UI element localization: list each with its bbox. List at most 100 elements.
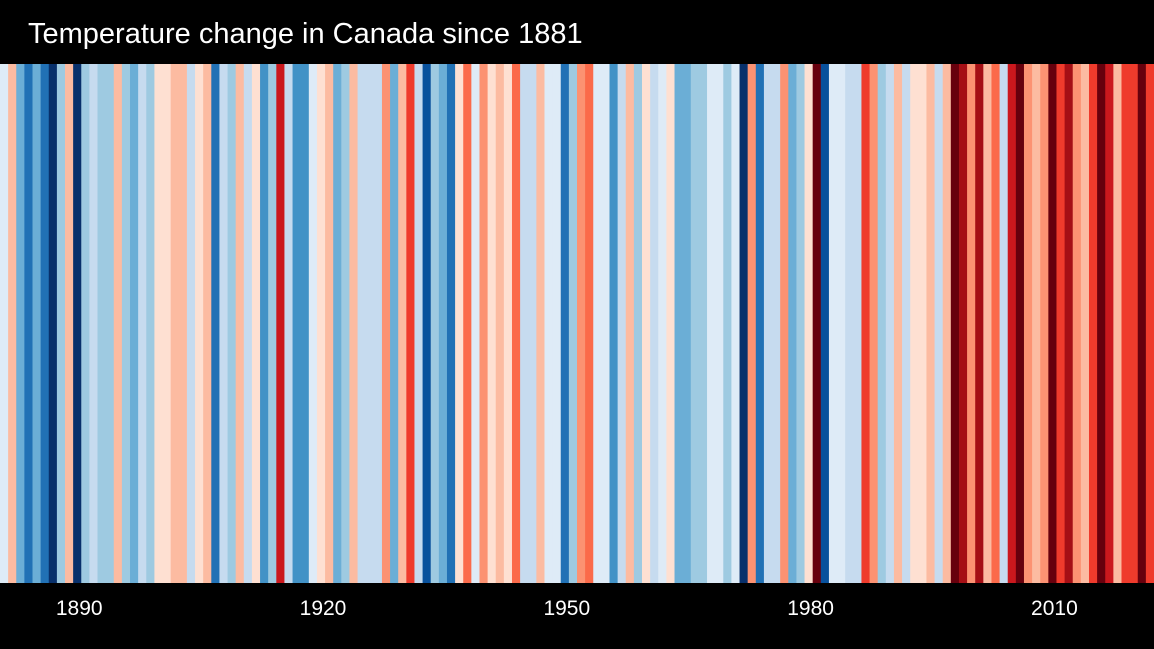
stripe-1881	[0, 64, 9, 583]
stripe-1942	[495, 64, 505, 583]
stripe-1930	[398, 64, 407, 583]
stripe-1925	[357, 64, 367, 583]
stripe-1952	[577, 64, 586, 583]
stripe-2018	[1113, 64, 1123, 583]
stripe-1919	[308, 64, 318, 583]
stripe-1943	[503, 64, 513, 583]
stripe-1917	[292, 64, 302, 583]
stripe-1915	[276, 64, 286, 583]
stripe-1908	[219, 64, 229, 583]
stripe-2021	[1137, 64, 1147, 583]
stripe-2007	[1023, 64, 1033, 583]
stripe-2002	[983, 64, 993, 583]
stripe-1982	[820, 64, 830, 583]
stripe-1947	[536, 64, 546, 583]
warming-stripes	[0, 64, 1154, 583]
stripe-1961	[650, 64, 659, 583]
stripe-1955	[601, 64, 611, 583]
stripe-2012	[1064, 64, 1074, 583]
stripe-1958	[625, 64, 635, 583]
stripe-1968	[707, 64, 716, 583]
stripe-1979	[796, 64, 806, 583]
stripe-1972	[739, 64, 749, 583]
stripe-1909	[227, 64, 237, 583]
stripe-1926	[365, 64, 375, 583]
stripe-1965	[682, 64, 692, 583]
stripe-1983	[828, 64, 838, 583]
stripe-1966	[690, 64, 700, 583]
stripe-2022	[1145, 64, 1154, 583]
stripe-1969	[715, 64, 724, 583]
stripe-1883	[16, 64, 25, 583]
stripe-1900	[154, 64, 164, 583]
x-tick-label: 1980	[787, 597, 834, 620]
stripe-1967	[698, 64, 708, 583]
stripe-1939	[471, 64, 481, 583]
stripe-1929	[390, 64, 399, 583]
stripe-1911	[243, 64, 253, 583]
stripe-1894	[105, 64, 115, 583]
stripe-1941	[487, 64, 497, 583]
stripe-1963	[666, 64, 676, 583]
stripe-2000	[967, 64, 976, 583]
stripe-1970	[723, 64, 733, 583]
stripe-1914	[268, 64, 277, 583]
stripe-1922	[333, 64, 342, 583]
stripe-1976	[772, 64, 781, 583]
stripe-1924	[349, 64, 359, 583]
stripe-2008	[1032, 64, 1041, 583]
stripe-1892	[89, 64, 99, 583]
stripe-1962	[658, 64, 667, 583]
stripe-1923	[341, 64, 351, 583]
stripe-1980	[804, 64, 814, 583]
stripe-1907	[211, 64, 221, 583]
stripe-1978	[788, 64, 798, 583]
stripe-1931	[406, 64, 416, 583]
stripe-1995	[926, 64, 936, 583]
stripe-1913	[260, 64, 269, 583]
stripe-1910	[235, 64, 245, 583]
stripe-1895	[113, 64, 123, 583]
stripe-1897	[130, 64, 139, 583]
stripe-2010	[1048, 64, 1058, 583]
stripe-2011	[1056, 64, 1066, 583]
stripe-1938	[463, 64, 472, 583]
stripe-1992	[902, 64, 911, 583]
stripe-1990	[885, 64, 895, 583]
stripe-1987	[861, 64, 871, 583]
stripe-1896	[121, 64, 131, 583]
stripe-1906	[203, 64, 212, 583]
stripe-1973	[747, 64, 757, 583]
stripe-1901	[162, 64, 172, 583]
stripe-1946	[528, 64, 537, 583]
stripe-1940	[479, 64, 489, 583]
stripe-2017	[1105, 64, 1114, 583]
stripe-2001	[975, 64, 984, 583]
stripe-1945	[520, 64, 529, 583]
stripe-1975	[763, 64, 773, 583]
stripe-1898	[138, 64, 147, 583]
stripe-2006	[1015, 64, 1025, 583]
stripe-1886	[40, 64, 50, 583]
stripe-1920	[316, 64, 326, 583]
x-tick-label: 1890	[55, 597, 103, 620]
stripe-1912	[251, 64, 261, 583]
stripe-1991	[893, 64, 903, 583]
stripe-1905	[195, 64, 204, 583]
x-tick-label: 1950	[543, 597, 591, 620]
stripe-1882	[8, 64, 17, 583]
stripe-1994	[918, 64, 928, 583]
stripe-1985	[845, 64, 854, 583]
stripe-2014	[1080, 64, 1090, 583]
stripe-1954	[593, 64, 602, 583]
stripe-1997	[942, 64, 952, 583]
stripe-1887	[48, 64, 58, 583]
stripe-1918	[300, 64, 310, 583]
stripe-2005	[1007, 64, 1017, 583]
stripe-1928	[381, 64, 391, 583]
stripe-1893	[97, 64, 107, 583]
stripe-1948	[544, 64, 554, 583]
stripe-1971	[731, 64, 741, 583]
stripe-1949	[552, 64, 562, 583]
stripe-1953	[585, 64, 594, 583]
